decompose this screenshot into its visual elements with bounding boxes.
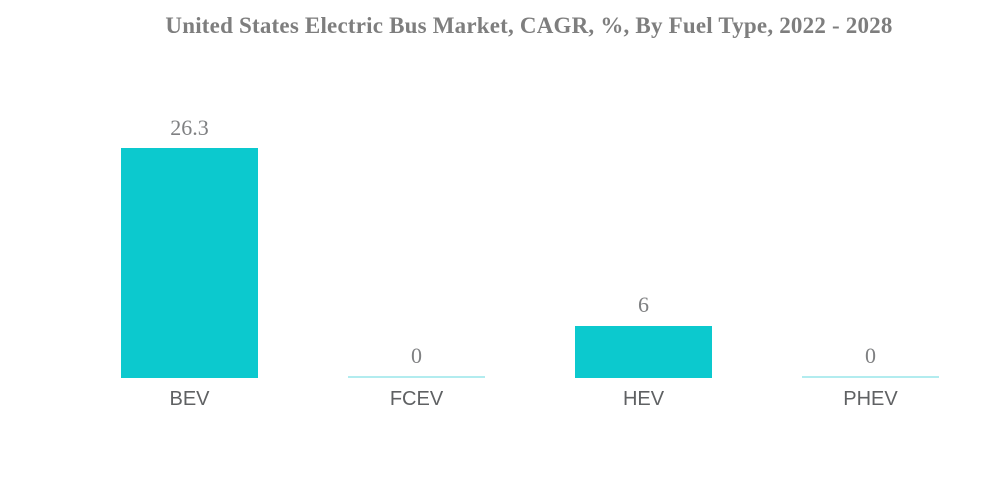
bar-stack: 0	[303, 0, 530, 378]
category-label: PHEV	[843, 388, 898, 410]
bar	[121, 147, 258, 378]
zero-value-line	[802, 376, 939, 378]
category-label: BEV	[169, 388, 210, 410]
chart-title: United States Electric Bus Market, CAGR,…	[165, 13, 893, 38]
bar-stack: 6	[530, 0, 757, 378]
category-label: FCEV	[389, 388, 444, 410]
bar-value-label: 6	[638, 292, 649, 318]
bar-value-label: 0	[865, 342, 876, 368]
category-label: HEV	[622, 388, 665, 410]
bar-stack: 26.3	[76, 0, 303, 378]
zero-value-line	[348, 376, 485, 378]
plot-area: 26.3 BEV 0 FCEV 6 HEV 0 PHEV	[76, 0, 984, 483]
bar-value-label: 26.3	[170, 114, 209, 140]
bar	[575, 325, 712, 378]
bar-stack: 0	[757, 0, 984, 378]
bar-value-label: 0	[411, 342, 422, 368]
